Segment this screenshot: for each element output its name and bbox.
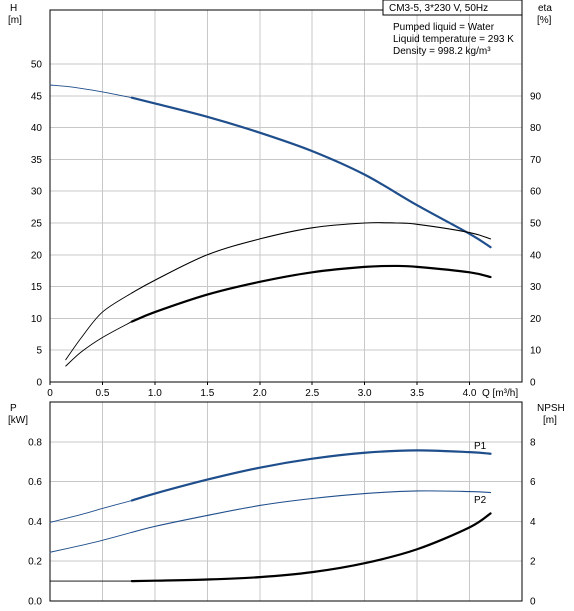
y-left-tick-label: 0.2 — [28, 557, 42, 568]
head-curve-extrapolated — [49, 84, 133, 99]
y-left-tick-label: 0.4 — [28, 517, 42, 528]
y-right-tick-label: 0 — [530, 378, 536, 389]
density-info: Density = 998.2 kg/m³ — [393, 46, 491, 57]
x-tick-label: 3.0 — [358, 388, 372, 399]
y-right-tick-label: 8 — [530, 437, 536, 448]
y-right-tick-label: 2 — [530, 557, 536, 568]
head-axis-symbol: H — [10, 3, 17, 14]
x-tick-label: 2.0 — [253, 388, 267, 399]
x-tick-label: 1.5 — [200, 388, 214, 399]
y-right-tick-label: 40 — [530, 250, 542, 261]
y-right-tick-label: 60 — [530, 187, 542, 198]
npsh-axis-unit: [m] — [543, 415, 557, 426]
y-right-tick-label: 10 — [530, 346, 542, 357]
chart-title: CM3-5, 3*230 V, 50Hz — [389, 3, 488, 14]
p2-power-curve — [131, 490, 492, 533]
y-left-tick-label: 30 — [31, 187, 43, 198]
y-right-tick-label: 90 — [530, 91, 542, 102]
head-axis-unit: [m] — [8, 15, 22, 26]
head-curve — [130, 96, 492, 249]
efficiency-axis-symbol: eta — [538, 3, 552, 14]
y-left-tick-label: 50 — [31, 60, 43, 71]
p1-power-curve-extrapolated — [49, 500, 133, 523]
y-left-tick-label: 40 — [31, 123, 43, 134]
y-left-tick-label: 5 — [36, 346, 42, 357]
x-tick-label: 3.5 — [410, 388, 424, 399]
p1-power-curve — [130, 449, 492, 502]
power-axis-unit: [kW] — [8, 415, 28, 426]
y-right-tick-label: 0 — [530, 597, 536, 608]
chart-title-box — [382, 0, 523, 16]
y-left-tick-label: 25 — [31, 219, 43, 230]
efficiency-curve-pump — [131, 222, 492, 294]
x-tick-label: 1.0 — [148, 388, 162, 399]
efficiency-curve-pump-extrapolated — [65, 292, 133, 361]
efficiency-curve-total — [130, 264, 492, 323]
y-left-tick-label: 0.0 — [28, 597, 42, 608]
x-tick-label: 0.5 — [95, 388, 109, 399]
flow-axis-label: Q [m³/h] — [482, 388, 518, 399]
y-left-tick-label: 15 — [31, 282, 43, 293]
npsh-axis-symbol: NPSH — [537, 403, 565, 414]
npsh-curve — [130, 512, 492, 583]
power-axis-symbol: P — [10, 403, 17, 414]
y-right-tick-label: 50 — [530, 219, 542, 230]
y-left-tick-label: 35 — [31, 155, 43, 166]
y-left-tick-label: 20 — [31, 250, 43, 261]
y-right-tick-label: 6 — [530, 477, 536, 488]
bottom-plot-frame — [49, 401, 523, 602]
y-left-tick-label: 10 — [31, 314, 43, 325]
efficiency-curve-total-extrapolated — [65, 321, 133, 367]
y-right-tick-label: 30 — [530, 282, 542, 293]
y-left-tick-label: 0 — [36, 378, 42, 389]
x-tick-label: 0 — [47, 388, 53, 399]
y-right-tick-label: 4 — [530, 517, 536, 528]
y-right-tick-label: 70 — [530, 155, 542, 166]
top-plot-frame — [49, 9, 523, 383]
efficiency-axis-unit: [%] — [537, 15, 552, 26]
x-tick-label: 4.0 — [463, 388, 477, 399]
liquid-temperature-info: Liquid temperature = 293 K — [393, 34, 514, 45]
p2-power-curve-extrapolated — [49, 531, 133, 553]
pumped-liquid-info: Pumped liquid = Water — [393, 22, 495, 33]
y-right-tick-label: 80 — [530, 123, 542, 134]
series-label-p1: P1 — [474, 441, 487, 452]
y-left-tick-label: 0.6 — [28, 477, 42, 488]
y-left-tick-label: 0.8 — [28, 437, 42, 448]
y-right-tick-label: 20 — [530, 314, 542, 325]
y-left-tick-label: 45 — [31, 91, 43, 102]
series-label-p2: P2 — [474, 495, 487, 506]
x-tick-label: 2.5 — [305, 388, 319, 399]
